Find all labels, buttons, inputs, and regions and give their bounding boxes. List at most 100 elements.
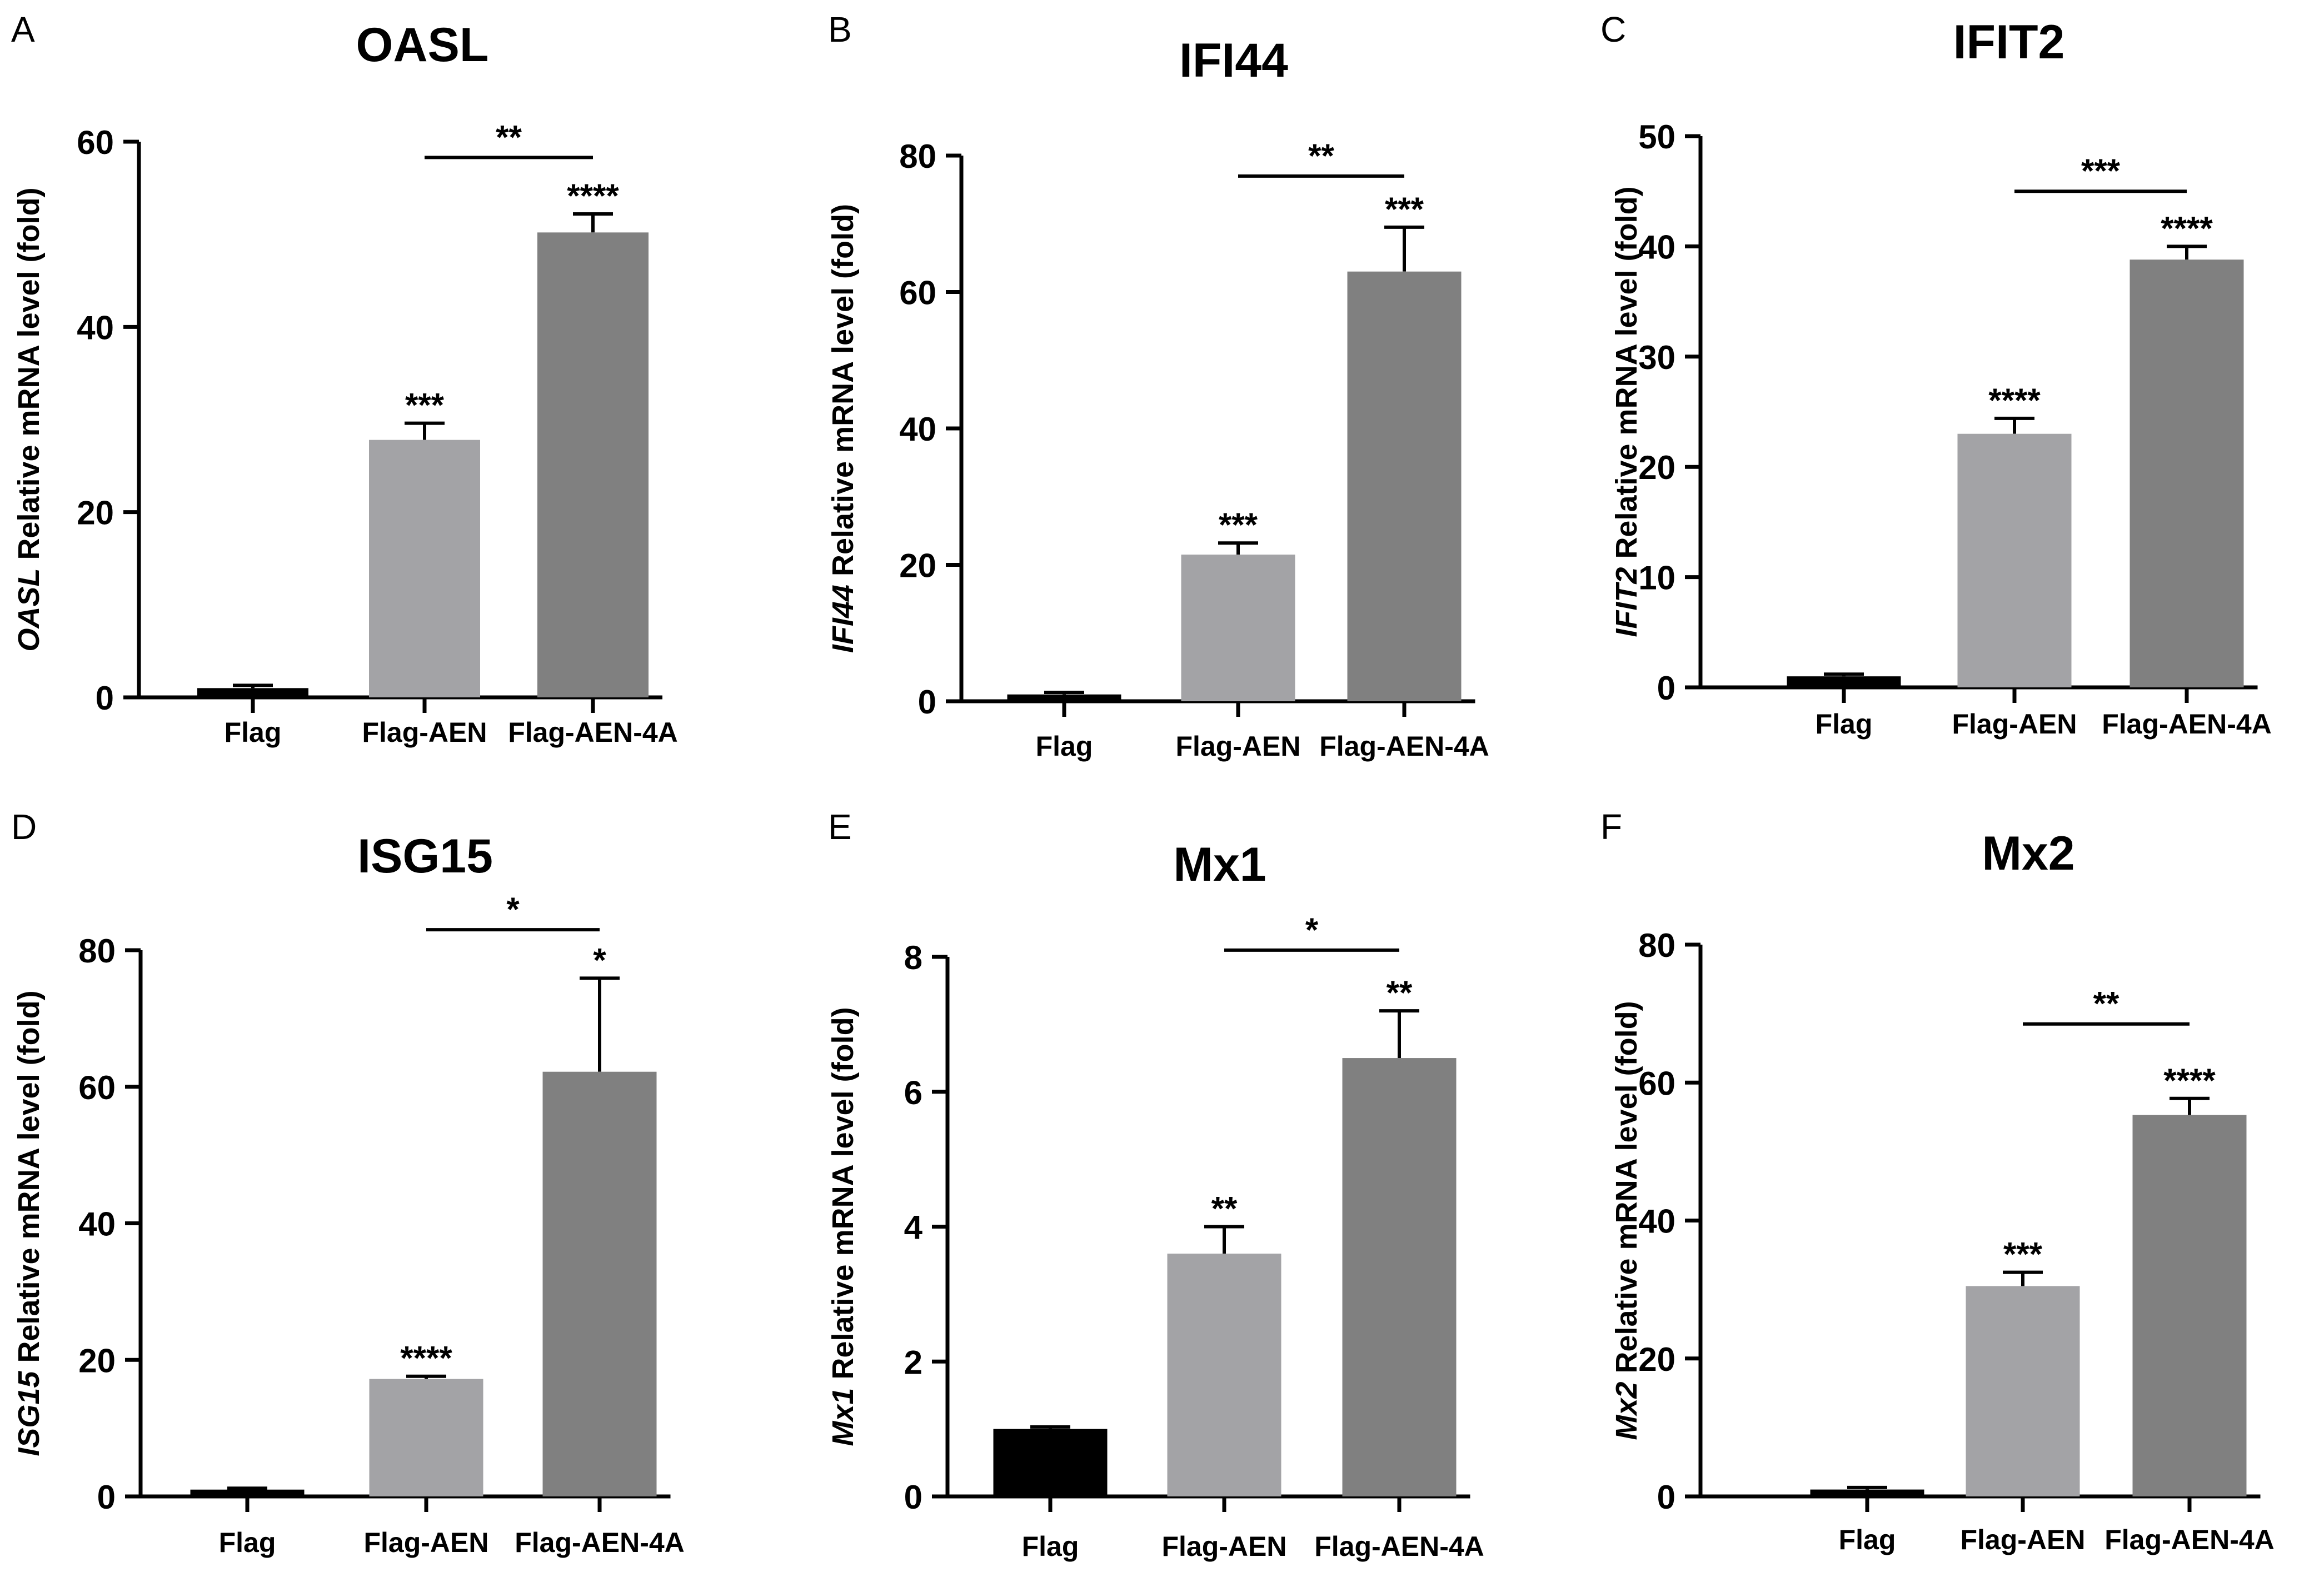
comparison-label: *: [506, 891, 520, 928]
chart-title: ISG15: [357, 830, 493, 883]
panel-letter: D: [11, 807, 37, 847]
bar-flag-aen-4a: [2129, 259, 2244, 687]
y-tick-label: 0: [1657, 670, 1675, 707]
bar-flag-aen: [1957, 433, 2072, 687]
significance-label: **: [1387, 974, 1413, 1011]
x-tick-label: Flag-AEN-4A: [2104, 1524, 2275, 1555]
y-tick-label: 40: [78, 1206, 116, 1243]
y-tick-label: 60: [78, 1069, 116, 1106]
significance-label: ***: [2003, 1236, 2043, 1273]
x-tick-label: Flag-AEN: [1952, 708, 2077, 740]
bar-flag-aen-4a: [2132, 1115, 2247, 1496]
y-axis-label-gene: OASL: [12, 568, 46, 652]
significance-label: ***: [405, 387, 445, 424]
panel-f: F Mx2 0 20 40 60 80 Mx2 Relative mRNA level (fo…: [1600, 807, 2275, 1555]
x-tick-label: Flag: [1839, 1524, 1896, 1555]
y-tick-label: 60: [77, 124, 114, 161]
y-tick-label: 20: [1638, 1341, 1675, 1378]
x-tick-label: Flag-AEN: [364, 1527, 489, 1558]
comparison-label: **: [496, 118, 522, 156]
significance-label: ***: [1385, 191, 1424, 228]
chart-title: IFIT2: [1953, 16, 2065, 69]
y-tick-label: 80: [899, 138, 936, 175]
chart-title: OASL: [356, 18, 489, 72]
panel-d: D ISG15 0 20 40 60 80 ISG15 Relative mRNA level…: [11, 807, 685, 1558]
significance-label: *: [593, 941, 606, 979]
panel-letter: A: [11, 9, 35, 49]
x-tick-label: Flag-AEN: [362, 717, 487, 748]
y-tick-label: 0: [97, 1479, 116, 1516]
y-tick-label: 80: [78, 932, 116, 970]
y-axis-label-text: Relative mRNA level (fold): [1610, 1001, 1643, 1381]
chart-title: IFI44: [1179, 34, 1288, 87]
bar-flag-aen-4a: [1347, 271, 1462, 701]
y-axis-label-gene: ISG15: [12, 1371, 46, 1456]
significance-label: ****: [2161, 209, 2213, 247]
significance-label: ****: [1988, 382, 2041, 419]
y-axis-label: Mx1 Relative mRNA level (fold): [826, 1007, 860, 1446]
x-tick-label: Flag: [219, 1527, 276, 1558]
panel-c: C IFIT2 0 10 20 30 40 50 IFIT2 Relative mRNA lev…: [1600, 9, 2272, 740]
y-axis-label: IFI44 Relative mRNA level (fold): [826, 204, 860, 653]
y-axis-label-text: Relative mRNA level (fold): [1610, 186, 1643, 567]
significance-label: **: [1211, 1190, 1238, 1227]
y-axis-label: IFIT2 Relative mRNA level (fold): [1610, 186, 1643, 637]
x-tick-label: Flag: [225, 717, 282, 748]
y-axis-label-text: Relative mRNA level (fold): [12, 990, 46, 1371]
x-tick-label: Flag-AEN-4A: [1314, 1531, 1484, 1562]
y-tick-label: 0: [1657, 1479, 1675, 1516]
comparison-label: **: [1308, 137, 1334, 174]
comparison-label: **: [2093, 985, 2119, 1022]
y-axis-label-text: Relative mRNA level (fold): [826, 204, 860, 585]
significance-label: ****: [567, 177, 619, 214]
bar-flag: [1787, 676, 1901, 687]
bar-flag-aen-4a: [542, 1071, 657, 1496]
y-tick-label: 20: [78, 1342, 116, 1379]
significance-label: ***: [1219, 506, 1258, 543]
significance-label: ****: [400, 1340, 452, 1377]
y-tick-label: 0: [918, 683, 936, 721]
y-axis-label: ISG15 Relative mRNA level (fold): [12, 990, 46, 1456]
y-tick-label: 30: [1638, 339, 1675, 376]
bar-flag: [190, 1489, 305, 1496]
y-tick-label: 20: [899, 547, 936, 585]
y-tick-label: 40: [1638, 228, 1675, 266]
y-tick-label: 2: [904, 1344, 922, 1381]
x-tick-label: Flag-AEN: [1162, 1531, 1287, 1562]
y-axis-label: OASL Relative mRNA level (fold): [12, 187, 46, 651]
y-axis-label-gene: Mx2: [1610, 1382, 1643, 1440]
panel-a: A OASL 0 20 40 60 OASL Relative mRNA level (fo…: [11, 9, 678, 748]
significance-label: ****: [2163, 1062, 2216, 1099]
y-tick-label: 6: [904, 1074, 922, 1111]
chart-title: Mx1: [1173, 838, 1266, 891]
bar-flag-aen: [1966, 1286, 2080, 1496]
y-tick-label: 0: [904, 1479, 922, 1516]
panel-letter: B: [828, 9, 852, 49]
y-tick-label: 50: [1638, 118, 1675, 156]
bar-flag-aen: [369, 1379, 483, 1496]
y-tick-label: 4: [904, 1209, 923, 1246]
bar-flag-aen-4a: [1342, 1058, 1457, 1496]
panel-e: E Mx1 0 2 4 6 8 Mx1 Relative mRNA level (fold) F…: [826, 807, 1484, 1562]
comparison-label: *: [1305, 911, 1319, 949]
x-tick-label: Flag-AEN-4A: [2102, 708, 2272, 740]
bar-flag-aen-4a: [537, 232, 649, 697]
bar-flag: [197, 688, 308, 697]
chart-title: Mx2: [1982, 827, 2074, 880]
panel-letter: E: [828, 807, 852, 847]
x-tick-label: Flag: [1036, 731, 1093, 762]
panel-b: B IFI44 0 20 40 60 80 IFI44 Relative mRNA level…: [826, 9, 1489, 762]
panel-letter: C: [1600, 9, 1626, 49]
y-axis-label-text: Relative mRNA level (fold): [12, 187, 46, 568]
y-axis-label: Mx2 Relative mRNA level (fold): [1610, 1001, 1643, 1440]
y-tick-label: 80: [1638, 927, 1675, 964]
comparison-label: ***: [2081, 152, 2121, 189]
y-tick-label: 60: [1638, 1065, 1675, 1102]
y-tick-label: 20: [1638, 449, 1675, 486]
y-tick-label: 0: [96, 680, 114, 717]
y-tick-label: 20: [77, 495, 114, 532]
y-axis-label-gene: IFIT2: [1610, 567, 1643, 637]
y-tick-label: 10: [1638, 560, 1675, 597]
x-tick-label: Flag-AEN-4A: [1319, 731, 1489, 762]
